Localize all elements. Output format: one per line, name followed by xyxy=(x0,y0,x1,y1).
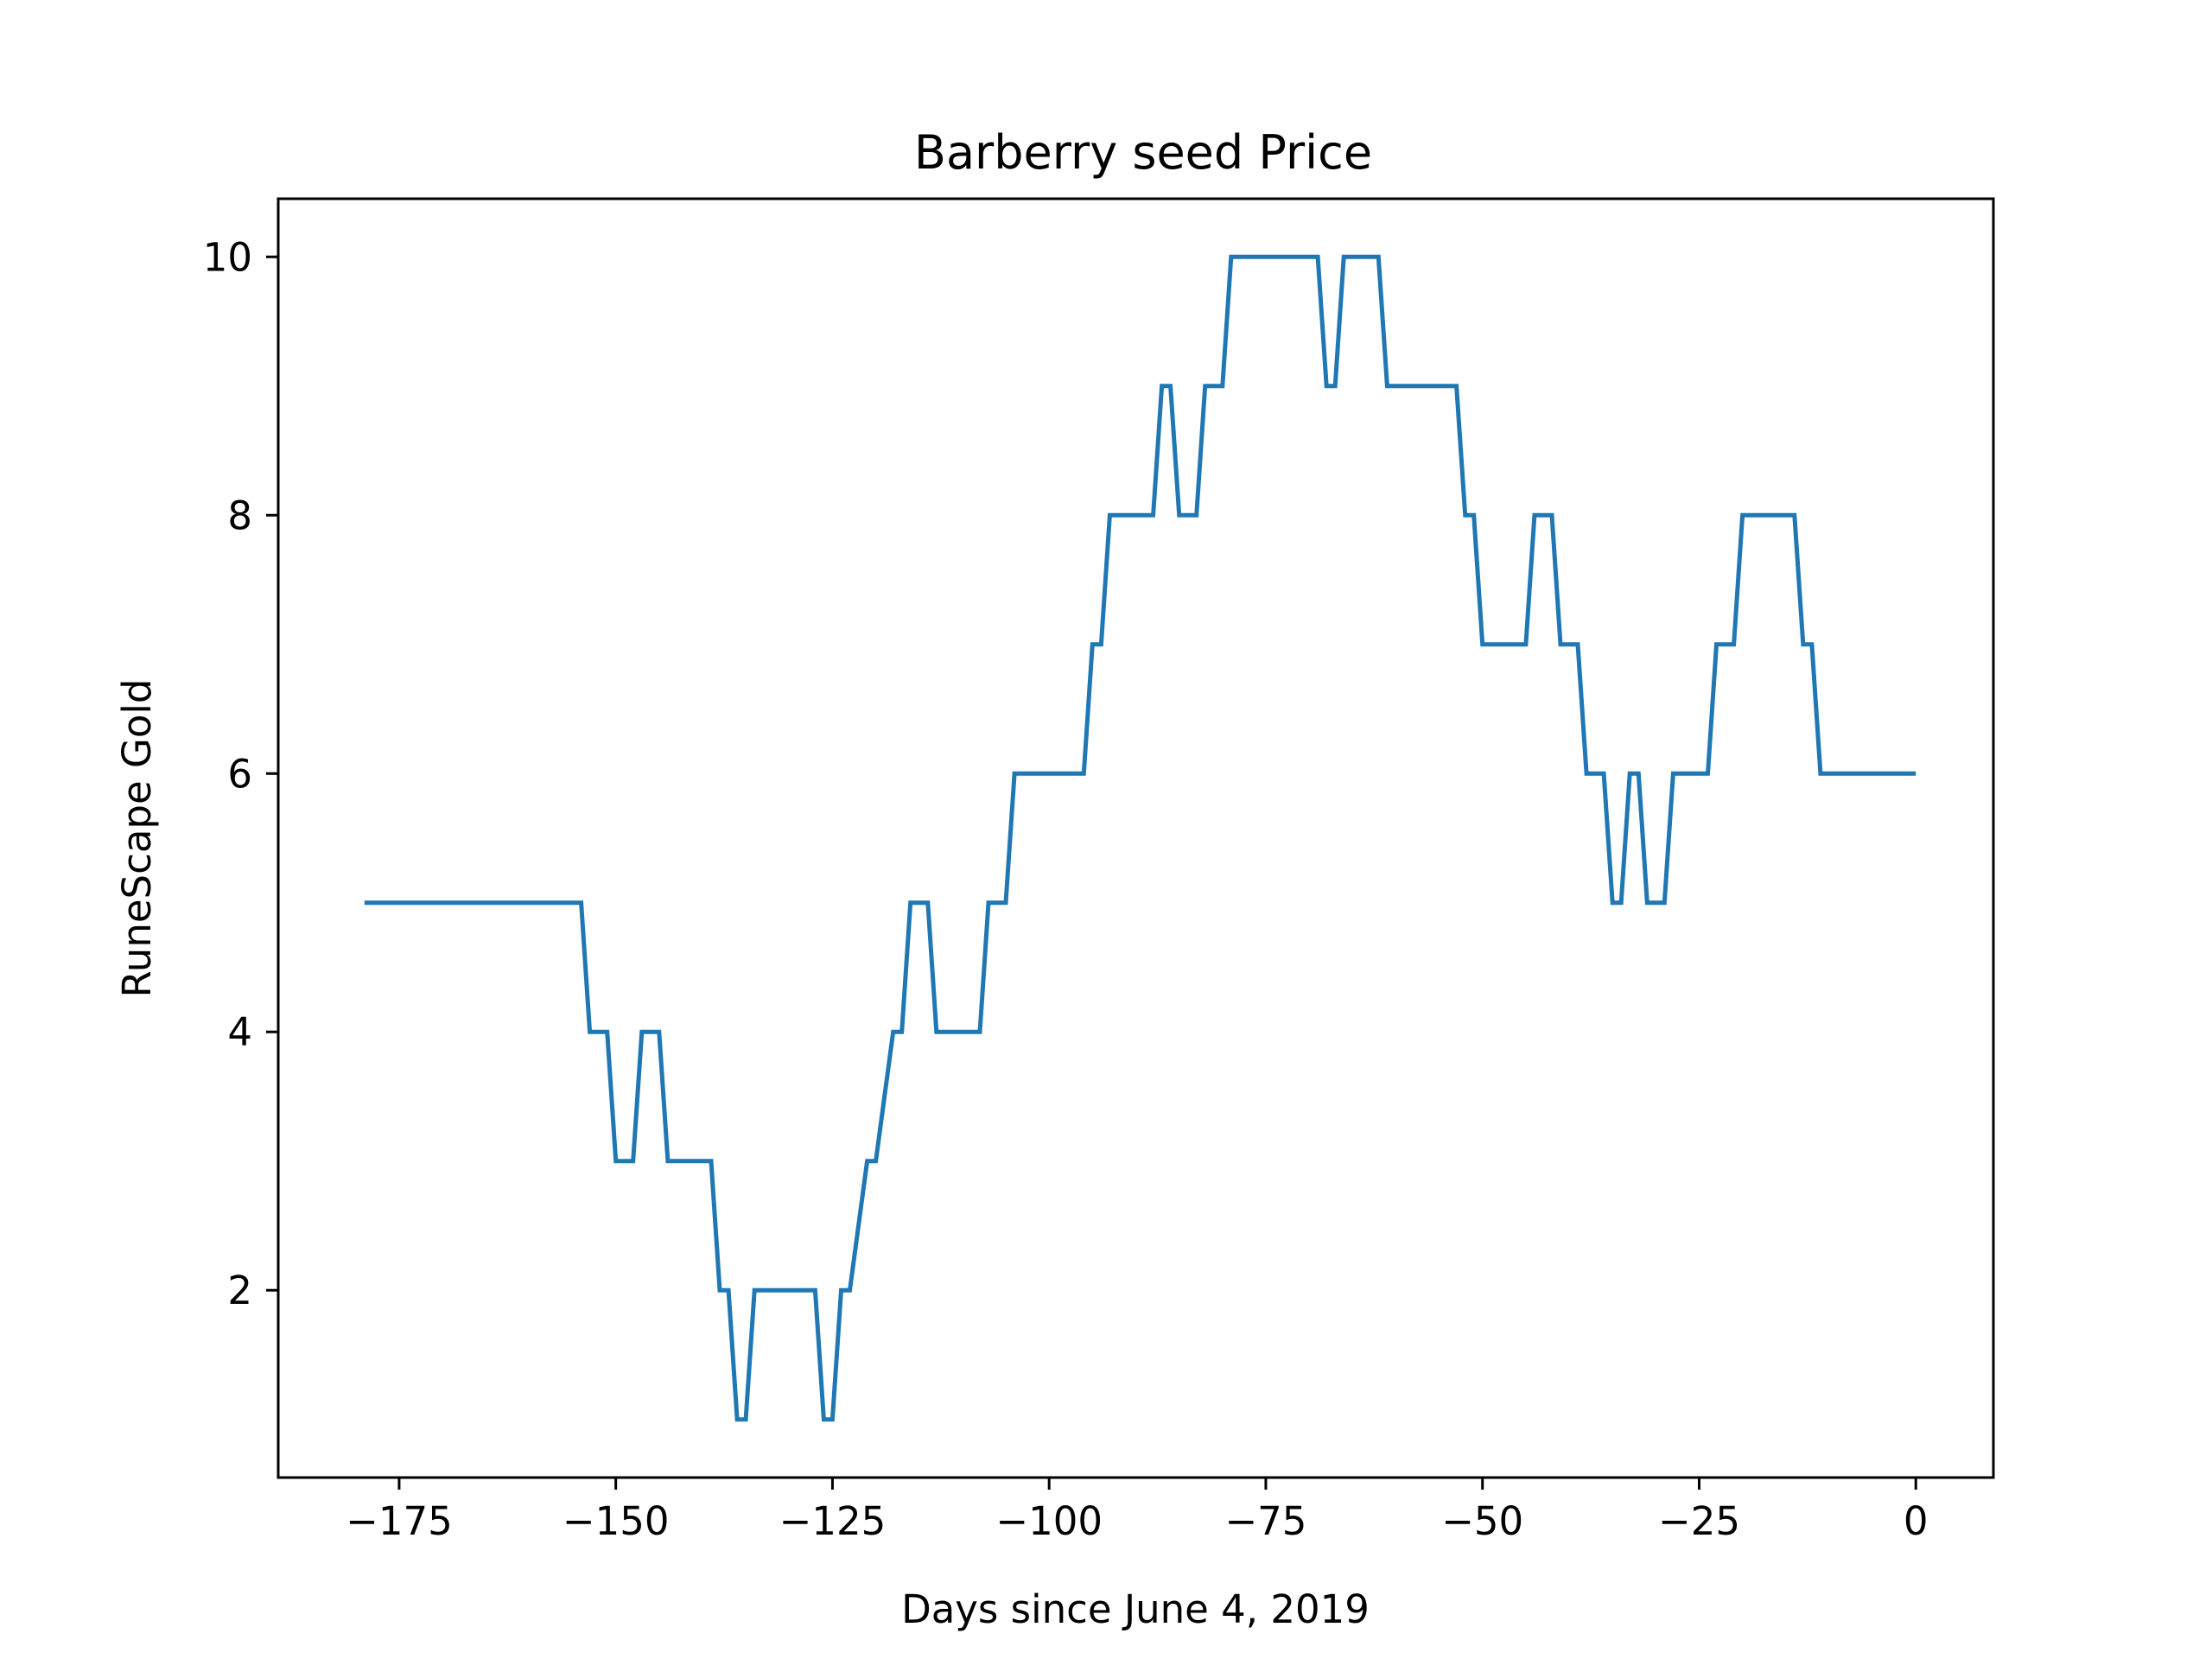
x-tick-label: −175 xyxy=(346,1498,453,1544)
x-tick-label: −50 xyxy=(1441,1498,1523,1544)
y-axis: 2 4 6 8 10 xyxy=(203,234,278,1313)
x-tick-label: −75 xyxy=(1224,1498,1306,1544)
plot-frame xyxy=(276,197,1995,1479)
y-tick-label: 6 xyxy=(227,751,252,797)
price-series-line xyxy=(364,254,1916,1422)
x-tick-label: 0 xyxy=(1904,1498,1929,1544)
y-axis-label: RuneScape Gold xyxy=(114,679,160,998)
y-tick-label: 4 xyxy=(227,1009,252,1055)
x-tick-label: −150 xyxy=(563,1498,670,1544)
chart-title: Barberry seed Price xyxy=(914,125,1372,180)
x-tick-label: −125 xyxy=(779,1498,887,1544)
x-tick-label: −25 xyxy=(1658,1498,1740,1544)
x-axis: −175 −150 −125 −100 −75 −50 −25 0 xyxy=(346,1478,1929,1544)
y-tick-label: 2 xyxy=(227,1268,252,1313)
y-tick-label: 10 xyxy=(203,234,252,280)
plot-area xyxy=(364,254,1916,1422)
x-axis-label: Days since June 4, 2019 xyxy=(901,1586,1370,1632)
y-tick-label: 8 xyxy=(227,493,252,538)
x-tick-label: −100 xyxy=(995,1498,1103,1544)
